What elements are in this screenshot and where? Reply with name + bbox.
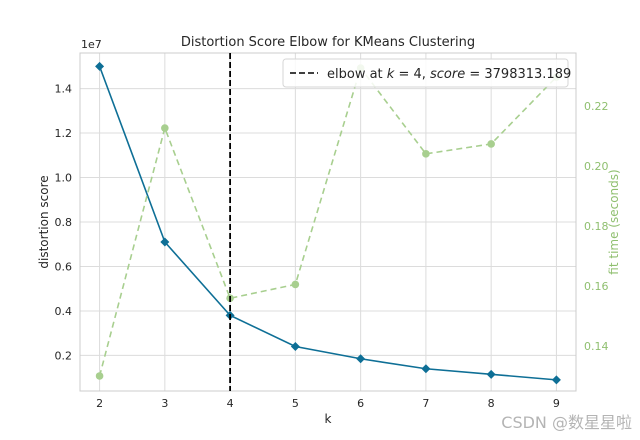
fit-time-point [422, 150, 430, 158]
watermark: CSDN @数星星啦 [501, 413, 632, 432]
distortion-point [551, 375, 561, 385]
fit-time-point [95, 372, 104, 380]
y-offset-text: 1e7 [81, 38, 102, 51]
y-axis-label: distortion score [37, 175, 51, 268]
chart-title: Distortion Score Elbow for KMeans Cluste… [181, 35, 475, 50]
y2-tick-label: 0.14 [584, 340, 609, 353]
y-tick-label: 1.4 [55, 83, 73, 96]
y2-tick-label: 0.18 [584, 220, 609, 233]
y-tick-label: 0.8 [55, 216, 73, 229]
y-tick-labels: 0.2 0.4 0.6 0.8 1.0 1.2 1.4 [55, 83, 73, 363]
y2-tick-label: 0.16 [584, 280, 609, 293]
distortion-point [486, 369, 496, 379]
legend: elbow at k = 4, score = 3798313.189 [282, 58, 571, 88]
legend-entry-elbow: elbow at k = 4, score = 3798313.189 [327, 67, 571, 82]
y2-tick-labels: 0.14 0.16 0.18 0.20 0.22 [584, 100, 609, 353]
x-tick-label: 2 [96, 397, 103, 410]
distortion-point [160, 237, 170, 247]
plot-frame [79, 52, 577, 392]
y-tick-label: 0.2 [55, 349, 73, 362]
y2-tick-label: 0.22 [584, 100, 609, 113]
distortion-point [95, 61, 105, 71]
distortion-point [421, 364, 431, 374]
distortion-series-line [98, 66, 557, 381]
fit-time-point [487, 140, 495, 148]
fit-time-point [291, 280, 300, 289]
legend-box [282, 58, 569, 88]
x-tick-label: 6 [357, 397, 364, 410]
y-tick-label: 0.4 [55, 305, 73, 318]
x-tick-label: 5 [292, 397, 299, 410]
grid [80, 53, 576, 391]
y-tick-label: 1.2 [55, 127, 73, 140]
x-tick-label: 8 [488, 397, 495, 410]
distortion-point [356, 354, 366, 364]
y2-axis-label: fit time (seconds) [607, 169, 621, 274]
x-tick-labels: 2 3 4 5 6 7 8 9 [96, 397, 560, 410]
fit-time-point [161, 124, 169, 132]
y2-tick-label: 0.20 [584, 160, 609, 173]
distortion-point [290, 342, 300, 352]
y-tick-label: 0.6 [55, 260, 73, 273]
x-tick-label: 4 [227, 397, 234, 410]
y-tick-label: 1.0 [55, 172, 73, 185]
x-tick-label: 7 [422, 397, 429, 410]
x-tick-label: 9 [553, 397, 560, 410]
x-tick-label: 3 [161, 397, 168, 410]
fit-time-series-line [98, 66, 557, 377]
x-axis-label: k [325, 412, 332, 426]
